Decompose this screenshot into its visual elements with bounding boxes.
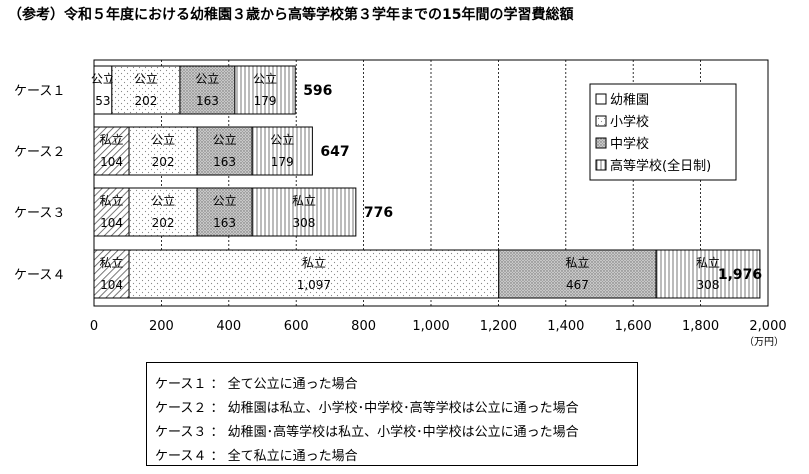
- data-label: 163: [213, 216, 236, 230]
- x-tick-label: 1,600: [615, 319, 652, 334]
- data-label: 308: [697, 278, 720, 292]
- x-tick-label: 2,000: [749, 319, 786, 334]
- bar-segment: [234, 65, 296, 115]
- data-label: 202: [134, 94, 157, 108]
- bar-segment: [251, 126, 313, 176]
- data-label: 53: [95, 94, 110, 108]
- segment-type-label: 公立: [195, 71, 219, 86]
- data-label: 104: [100, 278, 123, 292]
- legend-label: 小学校: [610, 114, 649, 130]
- category-label: ケース４: [14, 268, 65, 283]
- bar-segment: [128, 126, 198, 176]
- x-tick-label: 0: [90, 319, 98, 334]
- total-label: 776: [364, 205, 393, 221]
- note-case-4: ケース４ ： 全て私立に通った場合: [155, 449, 358, 464]
- data-label: 308: [292, 216, 315, 230]
- note-case-3: ケース３ ： 幼稚園･高等学校は私立、小学校･中学校は公立に通った場合: [155, 425, 579, 440]
- segment-type-label: 公立: [91, 71, 115, 86]
- bar-segment: [128, 249, 500, 299]
- x-tick-label: 1,000: [412, 319, 449, 334]
- x-tick-label: 1,200: [480, 319, 517, 334]
- bar-segment: [196, 187, 253, 237]
- bar-segment: [498, 249, 657, 299]
- legend-swatch: [595, 93, 607, 105]
- data-label: 179: [271, 155, 294, 169]
- category-label: ケース１: [14, 84, 65, 99]
- segment-type-label: 公立: [213, 193, 237, 208]
- segment-type-label: 私立: [100, 193, 124, 208]
- segment-type-label: 私立: [565, 255, 589, 270]
- legend-label: 幼稚園: [610, 93, 649, 108]
- legend-swatch: [595, 159, 607, 171]
- total-label: 596: [303, 83, 332, 99]
- note-case-1: ケース１ ： 全て公立に通った場合: [155, 377, 358, 392]
- x-tick-label: 600: [284, 319, 309, 334]
- segment-type-label: 私立: [696, 255, 720, 270]
- bar-segment: [93, 187, 130, 237]
- bar-segment: [111, 65, 181, 115]
- data-label: 467: [566, 278, 589, 292]
- segment-type-label: 私立: [292, 193, 316, 208]
- case-notes-box: ケース１ ： 全て公立に通った場合 ケース２ ： 幼稚園は私立、小学校･中学校･…: [146, 362, 638, 466]
- data-label: 163: [213, 155, 236, 169]
- segment-type-label: 公立: [134, 71, 158, 86]
- segment-type-label: 公立: [213, 132, 237, 147]
- segment-type-label: 公立: [151, 193, 175, 208]
- data-label: 202: [152, 216, 175, 230]
- x-unit-label: （万円）: [744, 336, 784, 348]
- segment-type-label: 私立: [100, 132, 124, 147]
- total-label: 1,976: [718, 267, 762, 283]
- category-label: ケース２: [14, 145, 65, 160]
- note-case-2: ケース２ ： 幼稚園は私立、小学校･中学校･高等学校は公立に通った場合: [155, 401, 579, 416]
- data-label: 179: [254, 94, 277, 108]
- data-label: 104: [100, 155, 123, 169]
- x-tick-label: 400: [216, 319, 241, 334]
- x-tick-label: 1,400: [547, 319, 584, 334]
- legend-label: 中学校: [610, 136, 649, 152]
- plot-area: 0 200 400 600 800 1,000 1,200 1,400 1,600 1,800 2,…: [14, 59, 787, 348]
- data-label: 163: [196, 94, 219, 108]
- bar-segment: [655, 249, 761, 299]
- legend-label: 高等学校(全日制): [610, 158, 711, 174]
- segment-type-label: 公立: [270, 132, 294, 147]
- legend-box: [589, 83, 737, 181]
- segment-type-label: 公立: [151, 132, 175, 147]
- bar-segment: [196, 126, 253, 176]
- segment-type-label: 公立: [253, 71, 277, 86]
- segment-type-label: 私立: [100, 255, 124, 270]
- category-label: ケース３: [14, 206, 65, 221]
- bar-segment: [93, 249, 130, 299]
- data-label: 202: [152, 155, 175, 169]
- total-label: 647: [320, 144, 349, 160]
- x-tick-label: 200: [149, 319, 174, 334]
- data-label: 104: [100, 216, 123, 230]
- bar-segment: [93, 126, 130, 176]
- x-tick-label: 1,800: [682, 319, 719, 334]
- legend-swatch: [595, 115, 607, 127]
- legend-swatch: [595, 137, 607, 149]
- x-tick-label: 800: [351, 319, 376, 334]
- data-label: 1,097: [297, 278, 331, 292]
- bar-segment: [251, 187, 357, 237]
- chart-title: （参考）令和５年度における幼稚園３歳から高等学校第３学年までの15年間の学習費総…: [8, 7, 574, 23]
- segment-type-label: 私立: [302, 255, 326, 270]
- bar-segment: [128, 187, 198, 237]
